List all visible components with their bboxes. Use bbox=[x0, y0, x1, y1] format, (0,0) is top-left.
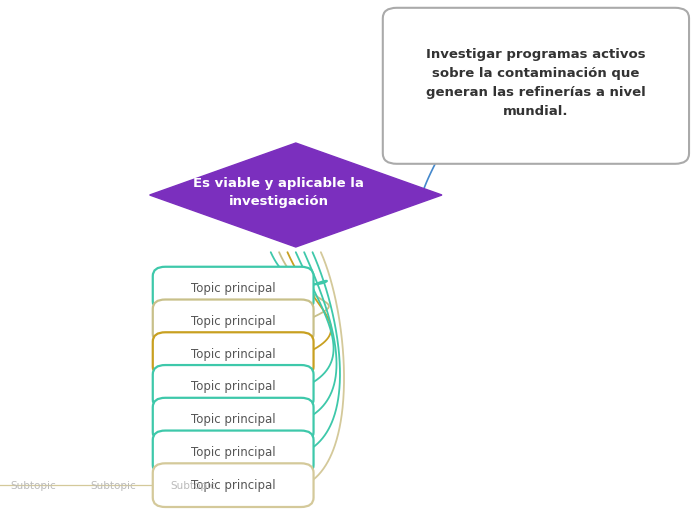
Text: Topic principal: Topic principal bbox=[191, 478, 276, 492]
Text: Subtopic: Subtopic bbox=[90, 481, 136, 491]
Text: Topic principal: Topic principal bbox=[191, 381, 276, 394]
Text: Subtopic: Subtopic bbox=[171, 481, 216, 491]
Text: Topic principal: Topic principal bbox=[191, 282, 276, 295]
Text: Investigar programas activos
sobre la contaminación que
generan las refinerías a: Investigar programas activos sobre la co… bbox=[426, 48, 646, 118]
FancyBboxPatch shape bbox=[153, 332, 313, 376]
Text: Topic principal: Topic principal bbox=[191, 446, 276, 459]
Text: Topic principal: Topic principal bbox=[191, 315, 276, 328]
Text: Subtopic: Subtopic bbox=[10, 481, 56, 491]
FancyBboxPatch shape bbox=[153, 431, 313, 474]
FancyBboxPatch shape bbox=[153, 365, 313, 409]
FancyBboxPatch shape bbox=[153, 463, 313, 507]
Text: Topic principal: Topic principal bbox=[191, 413, 276, 426]
Text: Topic principal: Topic principal bbox=[191, 348, 276, 361]
FancyBboxPatch shape bbox=[153, 398, 313, 441]
Text: Es viable y aplicable la
investigación: Es viable y aplicable la investigación bbox=[193, 177, 364, 208]
Polygon shape bbox=[150, 143, 442, 247]
FancyBboxPatch shape bbox=[153, 300, 313, 343]
FancyBboxPatch shape bbox=[383, 8, 689, 164]
FancyBboxPatch shape bbox=[153, 267, 313, 310]
